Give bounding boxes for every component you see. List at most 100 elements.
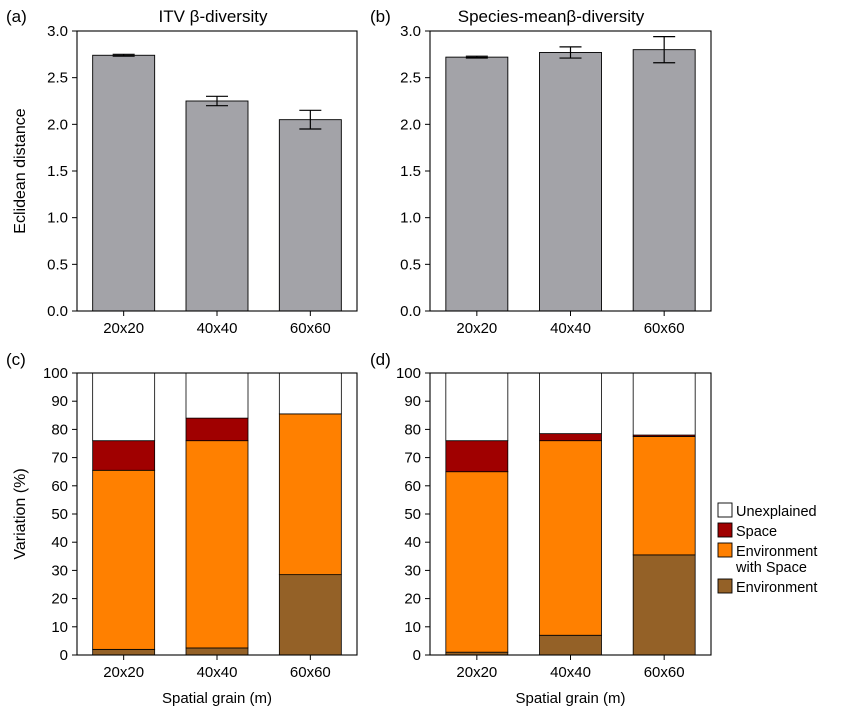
chart-panel-d: (d) 20x20 40x40 60x60 0 10 20 30 40 50 60 70 80 90 100… (370, 350, 712, 707)
y-tick-label: 30 (404, 562, 421, 579)
bar-segment-environment-with-space (278, 413, 342, 576)
y-tick-label: 0 (60, 647, 68, 664)
chart-title: Species-meanβ-diversity (458, 7, 645, 26)
y-tick-label: 0 (413, 647, 421, 664)
bar (278, 119, 342, 312)
y-tick-label: 80 (51, 421, 68, 438)
y-tick-label: 2.5 (400, 70, 421, 87)
bar-segment-environment (92, 648, 156, 656)
bar-segment-space (185, 417, 249, 442)
y-tick-label: 50 (51, 506, 68, 523)
bar (445, 56, 509, 312)
y-tick-label: 3.0 (400, 23, 421, 40)
y-tick-label: 1.5 (400, 163, 421, 180)
x-tick-label: 60x60 (290, 664, 331, 681)
y-axis-label: Variation (%) (12, 468, 29, 559)
y-tick-label: 1.5 (47, 163, 68, 180)
y-tick-label: 10 (51, 619, 68, 636)
panel-label: (c) (6, 350, 26, 369)
legend-label: Space (736, 524, 777, 540)
y-tick-label: 2.0 (400, 116, 421, 133)
bar-segment-environment (278, 574, 342, 656)
y-tick-label: 80 (404, 421, 421, 438)
y-tick-label: 2.0 (47, 116, 68, 133)
x-tick-label: 40x40 (197, 664, 238, 681)
legend-swatch-space (717, 522, 733, 538)
y-tick-label: 40 (404, 534, 421, 551)
y-tick-label: 70 (404, 450, 421, 467)
legend-swatch-unexplained (717, 502, 733, 518)
x-tick-label: 60x60 (644, 320, 685, 337)
y-tick-label: 1.0 (400, 210, 421, 227)
y-tick-label: 100 (43, 365, 68, 382)
y-tick-label: 50 (404, 506, 421, 523)
bar-segment-unexplained (92, 372, 156, 442)
bar-segment-space (445, 440, 509, 473)
y-tick-label: 2.5 (47, 70, 68, 87)
x-axis-label: Spatial grain (m) (515, 690, 625, 707)
bar-segment-unexplained (539, 372, 602, 435)
y-tick-label: 60 (51, 478, 68, 495)
x-tick-label: 20x20 (456, 320, 497, 337)
bar-segment-unexplained (445, 372, 509, 442)
panel-label: (b) (370, 7, 391, 26)
chart-panel-b: (b) Species-meanβ-diversity 20x20 40x40 60x6… (370, 7, 712, 337)
x-tick-label: 60x60 (290, 320, 331, 337)
x-axis-label: Spatial grain (m) (162, 690, 272, 707)
y-tick-label: 90 (51, 393, 68, 410)
bar-segment-environment (185, 647, 249, 656)
x-tick-label: 20x20 (103, 320, 144, 337)
y-tick-label: 0.0 (400, 303, 421, 320)
bar-segment-unexplained (632, 372, 696, 436)
y-tick-label: 30 (51, 562, 68, 579)
x-tick-label: 20x20 (456, 664, 497, 681)
legend-label: Environment (736, 544, 817, 560)
y-tick-label: 0.5 (47, 256, 68, 273)
panel-label: (a) (6, 7, 27, 26)
chart-panel-c: (c) 20x20 40x40 60x60 0 10 20 30 40 50 60 70 80 90 100… (6, 350, 358, 707)
legend-label: Environment (736, 580, 817, 596)
legend-swatch-environment (717, 578, 733, 594)
chart-title: ITV β-diversity (159, 7, 268, 26)
chart-panel-a: (a) ITV β-diversity 20x20 40x40 60x60 0.0 0.5 1… (6, 7, 358, 337)
bar (92, 54, 156, 312)
bar (185, 100, 249, 312)
bar-segment-environment-with-space (632, 436, 696, 556)
bar-segment-environment (539, 634, 602, 656)
legend-label: with Space (735, 560, 807, 576)
y-tick-label: 1.0 (47, 210, 68, 227)
bar-segment-environment-with-space (445, 471, 509, 653)
bar-segment-unexplained (278, 372, 342, 415)
y-tick-label: 100 (396, 365, 421, 382)
y-tick-label: 70 (51, 450, 68, 467)
bar-segment-environment-with-space (92, 469, 156, 650)
bar (539, 52, 602, 312)
bar-segment-environment (632, 554, 696, 656)
x-tick-label: 40x40 (550, 320, 591, 337)
legend-label: Unexplained (736, 504, 817, 520)
x-tick-label: 40x40 (550, 664, 591, 681)
y-tick-label: 60 (404, 478, 421, 495)
y-axis-label: Eclidean distance (12, 108, 29, 234)
y-tick-label: 0.0 (47, 303, 68, 320)
legend-swatch-environment-with-space (717, 542, 733, 558)
y-tick-label: 90 (404, 393, 421, 410)
x-tick-label: 60x60 (644, 664, 685, 681)
panel-label: (d) (370, 350, 391, 369)
y-tick-label: 3.0 (47, 23, 68, 40)
bar-segment-unexplained (185, 372, 249, 419)
y-tick-label: 20 (404, 591, 421, 608)
bar-segment-space (92, 440, 156, 471)
y-tick-label: 40 (51, 534, 68, 551)
bar (632, 49, 696, 312)
x-tick-label: 40x40 (197, 320, 238, 337)
x-tick-label: 20x20 (103, 664, 144, 681)
bar-segment-environment-with-space (539, 440, 602, 636)
bar-segment-space (539, 433, 602, 442)
y-tick-label: 0.5 (400, 256, 421, 273)
bar-segment-environment-with-space (185, 440, 249, 649)
y-tick-label: 10 (404, 619, 421, 636)
y-tick-label: 20 (51, 591, 68, 608)
